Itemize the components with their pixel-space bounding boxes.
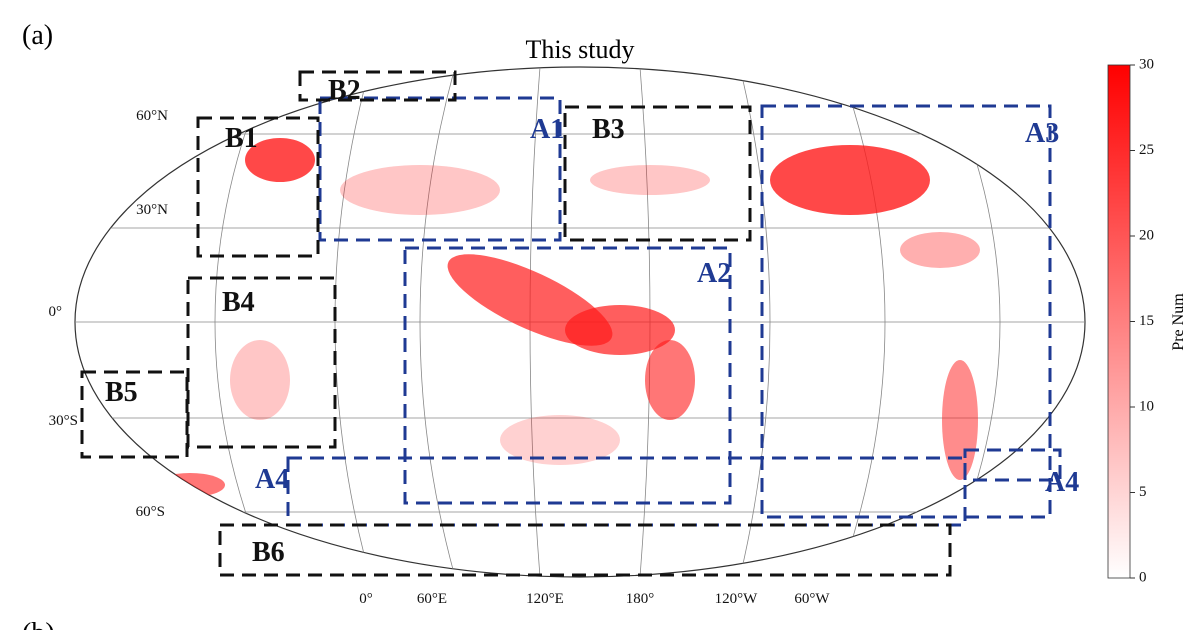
colorbar-tick-label: 20: [1139, 227, 1154, 243]
region-label: A4: [1045, 467, 1079, 498]
colorbar-tick-label: 0: [1139, 569, 1147, 585]
density-blobs: [155, 138, 1018, 498]
lon-label: 120°W: [715, 591, 758, 607]
colorbar-tick-label: 30: [1139, 56, 1154, 72]
lon-label: 60°E: [417, 591, 447, 607]
region-box: [186, 276, 337, 449]
region-box: [318, 96, 562, 242]
region-box: [80, 370, 189, 459]
lon-label: 180°: [626, 591, 655, 607]
next-panel-label: (b): [22, 618, 55, 630]
region-label: B2: [328, 75, 361, 106]
region-label: B5: [105, 377, 138, 408]
region-box: [563, 105, 752, 242]
panel-label: (a): [22, 20, 53, 51]
lat-label: 60°N: [136, 108, 168, 124]
lat-label: 60°S: [136, 504, 165, 520]
lon-label: 120°E: [526, 591, 564, 607]
colorbar-tick-label: 10: [1139, 398, 1154, 414]
colorbar-label: Pre Num: [1170, 293, 1187, 351]
region-label: A2: [697, 258, 731, 289]
region-label: A3: [1025, 118, 1059, 149]
region-box: [403, 246, 732, 505]
region-label: A4: [255, 464, 289, 495]
colorbar-tick-label: 25: [1139, 142, 1154, 158]
region-box: [298, 70, 457, 102]
lon-label: 60°W: [794, 591, 830, 607]
region-box: [963, 448, 1062, 482]
region-box: [196, 116, 320, 258]
region-label: A1: [530, 114, 564, 145]
region-box: [760, 104, 1052, 519]
colorbar: [1107, 64, 1131, 579]
region-box: [218, 523, 952, 577]
region-label: B6: [252, 537, 285, 568]
colorbar-tick-label: 15: [1139, 313, 1154, 329]
region-label: B1: [225, 123, 258, 154]
map-title: This study: [525, 35, 634, 64]
lat-label: 30°S: [49, 413, 78, 429]
lat-label: 30°N: [136, 202, 168, 218]
colorbar-tick-label: 5: [1139, 484, 1147, 500]
region-label: B4: [222, 287, 255, 318]
map: [74, 66, 1086, 578]
lon-label: 0°: [359, 591, 373, 607]
lat-label: 0°: [49, 304, 63, 320]
region-label: B3: [592, 114, 625, 145]
